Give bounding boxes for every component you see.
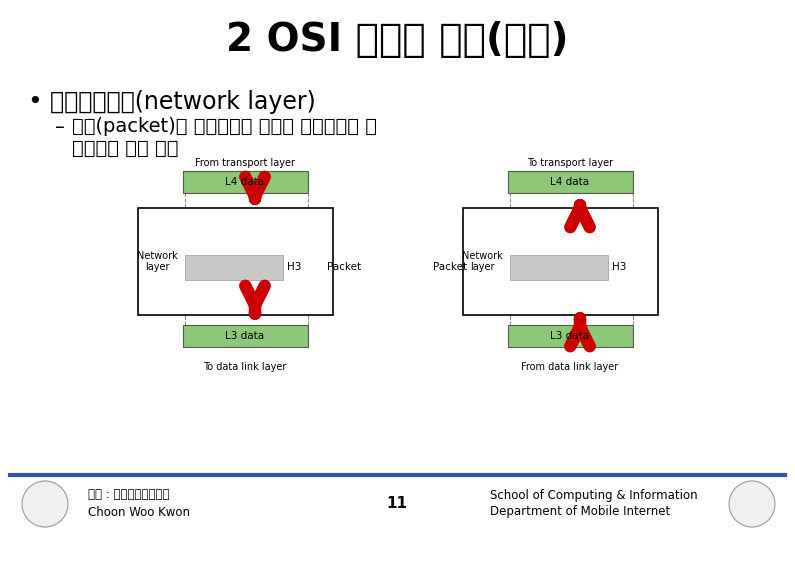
Text: To data link layer: To data link layer: [204, 362, 287, 372]
Bar: [507, 325, 633, 347]
Text: L4 data: L4 data: [226, 177, 265, 187]
Text: Network
layer: Network layer: [462, 251, 503, 272]
Text: Packet: Packet: [328, 263, 362, 272]
Text: From data link layer: From data link layer: [522, 362, 619, 372]
Circle shape: [22, 481, 68, 527]
Text: Department of Mobile Internet: Department of Mobile Internet: [490, 506, 670, 519]
Text: 강좌 : 모바일인터넷기초: 강좌 : 모바일인터넷기초: [88, 488, 169, 502]
Bar: [183, 171, 308, 193]
Text: 11: 11: [386, 496, 408, 511]
Bar: [507, 171, 633, 193]
Text: Packet: Packet: [433, 263, 467, 272]
Text: L3 data: L3 data: [226, 331, 265, 341]
Text: L4 data: L4 data: [550, 177, 590, 187]
Text: 네트워크계층(network layer): 네트워크계층(network layer): [50, 90, 316, 114]
Text: School of Computing & Information: School of Computing & Information: [490, 488, 698, 502]
Circle shape: [729, 481, 775, 527]
Text: Choon Woo Kwon: Choon Woo Kwon: [88, 506, 190, 519]
Text: Network
layer: Network layer: [137, 251, 178, 272]
Text: 적지까지 전달 체임: 적지까지 전달 체임: [72, 139, 179, 157]
Text: H3: H3: [612, 263, 626, 272]
Text: •: •: [28, 90, 42, 114]
Text: 패킷(packet)을 네트워크를 통하여 발신지에서 목: 패킷(packet)을 네트워크를 통하여 발신지에서 목: [72, 117, 377, 136]
Bar: [510, 255, 607, 280]
Bar: [184, 255, 282, 280]
Text: H3: H3: [287, 263, 301, 272]
Text: L3 data: L3 data: [550, 331, 590, 341]
Bar: [463, 208, 657, 315]
Text: 2 OSI 모델의 계층(계속): 2 OSI 모델의 계층(계속): [226, 21, 568, 59]
Text: –: –: [55, 117, 65, 136]
Bar: [138, 208, 332, 315]
Text: To transport layer: To transport layer: [527, 158, 613, 168]
Text: From transport layer: From transport layer: [195, 158, 295, 168]
Bar: [183, 325, 308, 347]
